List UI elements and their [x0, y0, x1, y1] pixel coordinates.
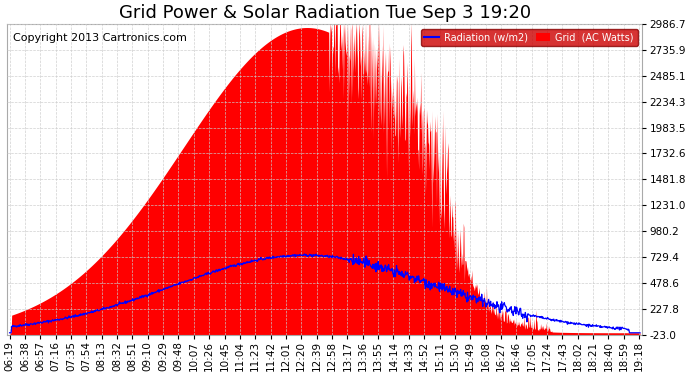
Title: Grid Power & Solar Radiation Tue Sep 3 19:20: Grid Power & Solar Radiation Tue Sep 3 1…	[119, 4, 531, 22]
Text: Copyright 2013 Cartronics.com: Copyright 2013 Cartronics.com	[14, 33, 188, 43]
Legend: Radiation (w/m2), Grid  (AC Watts): Radiation (w/m2), Grid (AC Watts)	[421, 28, 638, 46]
